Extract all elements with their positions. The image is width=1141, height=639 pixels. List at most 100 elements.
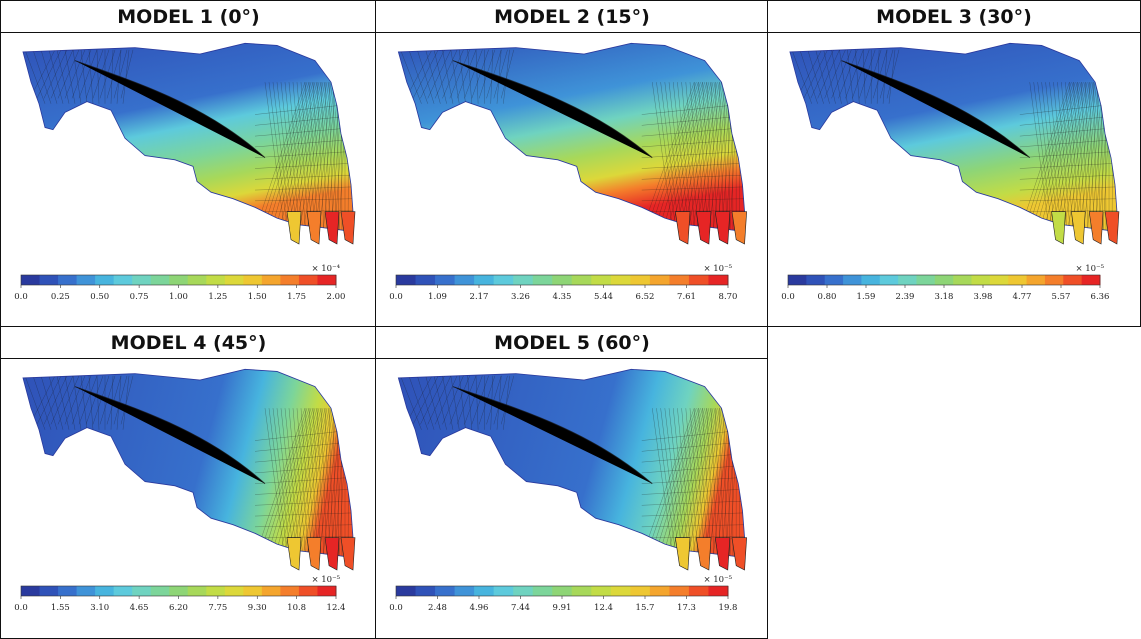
teeth-crowns bbox=[286, 211, 356, 245]
scale-tick-label: 7.61 bbox=[677, 292, 696, 302]
scale-tick-label: 1.00 bbox=[169, 292, 188, 302]
scale-swatch bbox=[21, 586, 41, 596]
bone-surface bbox=[22, 368, 354, 558]
panel-title: MODEL 4 (45°) bbox=[1, 327, 376, 359]
empty-cell bbox=[767, 326, 1141, 639]
panel-figure: 0.0 2.48 4.96 7.44 9.91 12.4 15.7 17.3 19.8 × 10⁻… bbox=[376, 359, 768, 638]
tooth-crown bbox=[306, 537, 322, 571]
scale-swatch bbox=[989, 275, 1009, 285]
scale-tick-label: 4.65 bbox=[130, 603, 149, 613]
tooth-crown bbox=[324, 211, 340, 245]
scale-tick-label: 6.52 bbox=[636, 292, 655, 302]
contour-figure: 0.0 1.09 2.17 3.26 4.35 5.44 6.52 7.61 8.70 × 10⁻… bbox=[389, 42, 747, 302]
tooth-crown bbox=[731, 537, 747, 571]
scale-swatch bbox=[532, 586, 553, 596]
tooth-crown bbox=[695, 537, 712, 571]
scale-swatch bbox=[649, 275, 670, 285]
scale-swatch bbox=[843, 275, 862, 285]
bone-model bbox=[397, 368, 747, 571]
tooth-crown bbox=[731, 211, 747, 245]
scale-tick-label: 1.59 bbox=[857, 292, 876, 302]
scale-tick-label: 9.30 bbox=[248, 603, 267, 613]
scale-multiplier: × 10⁻⁴ bbox=[311, 264, 340, 274]
bone-surface bbox=[789, 42, 1118, 232]
tooth-crown bbox=[324, 537, 340, 571]
scale-swatch bbox=[454, 586, 475, 596]
scale-swatch bbox=[415, 275, 436, 285]
panel-model-1: MODEL 1 (0°) 0.0 0.25 0.50 0.75 1.00 1.25 1.50… bbox=[0, 0, 377, 328]
panel-title: MODEL 1 (0°) bbox=[1, 1, 376, 33]
teeth-crowns bbox=[1051, 211, 1120, 245]
scale-swatch bbox=[187, 586, 207, 596]
scale-swatch bbox=[788, 275, 807, 285]
scale-tick-label: 6.20 bbox=[169, 603, 188, 613]
scale-swatch bbox=[76, 586, 96, 596]
scale-swatch bbox=[113, 586, 133, 596]
contour-figure: 0.0 2.48 4.96 7.44 9.91 12.4 15.7 17.3 19.8 × 10⁻… bbox=[389, 368, 747, 613]
color-scale-bar: 0.0 0.80 1.59 2.39 3.18 3.98 4.77 5.57 6.36 × 10⁻… bbox=[781, 264, 1109, 302]
tooth-crown bbox=[674, 537, 691, 571]
scale-tick-label: 6.36 bbox=[1091, 292, 1110, 302]
scale-tick-label: 1.75 bbox=[287, 292, 306, 302]
scale-tick-label: 7.75 bbox=[208, 603, 227, 613]
scale-tick-label: 1.25 bbox=[208, 292, 227, 302]
tooth-crown bbox=[340, 211, 356, 245]
tooth-crown bbox=[1104, 211, 1120, 245]
contour-figure: 0.0 0.80 1.59 2.39 3.18 3.98 4.77 5.57 6.36 × 10⁻… bbox=[781, 42, 1120, 302]
scale-tick-label: 12.4 bbox=[594, 603, 613, 613]
scale-swatch bbox=[708, 586, 729, 596]
scale-swatch bbox=[591, 586, 612, 596]
scale-swatch bbox=[971, 275, 991, 285]
scale-swatch bbox=[1063, 275, 1083, 285]
scale-swatch bbox=[610, 586, 631, 596]
scale-multiplier: × 10⁻⁵ bbox=[1075, 264, 1104, 274]
panel-title: MODEL 5 (60°) bbox=[376, 327, 768, 359]
scale-tick-label: 17.3 bbox=[677, 603, 696, 613]
color-scale-bar: 0.0 1.09 2.17 3.26 4.35 5.44 6.52 7.61 8.70 × 10⁻… bbox=[389, 264, 737, 302]
scale-tick-label: 19.8 bbox=[719, 603, 738, 613]
scale-swatch bbox=[261, 275, 281, 285]
scale-swatch bbox=[113, 275, 133, 285]
teeth-crowns bbox=[286, 537, 356, 571]
scale-swatch bbox=[1008, 275, 1028, 285]
scale-swatch bbox=[532, 275, 553, 285]
scale-swatch bbox=[610, 275, 631, 285]
scale-tick-label: 1.55 bbox=[51, 603, 70, 613]
scale-tick-label: 0.75 bbox=[130, 292, 149, 302]
panel-figure: 0.0 0.80 1.59 2.39 3.18 3.98 4.77 5.57 6.36 × 10⁻… bbox=[768, 33, 1140, 327]
scale-tick-label: 0.0 bbox=[14, 292, 28, 302]
scale-swatch bbox=[1044, 275, 1064, 285]
scale-swatch bbox=[630, 275, 651, 285]
scale-swatch bbox=[669, 586, 690, 596]
scale-swatch bbox=[630, 586, 651, 596]
scale-swatch bbox=[708, 275, 729, 285]
scale-swatch bbox=[1026, 275, 1046, 285]
panel-figure: 0.0 1.09 2.17 3.26 4.35 5.44 6.52 7.61 8.70 × 10⁻… bbox=[376, 33, 768, 327]
scale-tick-label: 4.35 bbox=[553, 292, 572, 302]
panel-figure: 0.0 0.25 0.50 0.75 1.00 1.25 1.50 1.75 2.00 × 10⁻… bbox=[1, 33, 376, 327]
scale-tick-label: 2.17 bbox=[470, 292, 489, 302]
scale-tick-label: 0.80 bbox=[818, 292, 837, 302]
scale-swatch bbox=[280, 275, 300, 285]
bone-surface bbox=[397, 368, 745, 558]
scale-swatch bbox=[150, 586, 170, 596]
scale-swatch bbox=[243, 586, 263, 596]
scale-swatch bbox=[58, 275, 78, 285]
scale-swatch bbox=[898, 275, 917, 285]
bone-surface bbox=[22, 42, 354, 232]
scale-swatch bbox=[396, 586, 417, 596]
scale-swatch bbox=[206, 586, 226, 596]
scale-swatch bbox=[474, 586, 495, 596]
scale-swatch bbox=[298, 586, 318, 596]
scale-swatch bbox=[132, 275, 152, 285]
color-scale-bar: 0.0 0.25 0.50 0.75 1.00 1.25 1.50 1.75 2.00 × 10⁻… bbox=[14, 264, 345, 302]
bone-surface bbox=[397, 42, 745, 232]
scale-swatch bbox=[688, 275, 709, 285]
scale-tick-label: 0.25 bbox=[51, 292, 70, 302]
tooth-crown bbox=[674, 211, 691, 245]
mesh-overlay bbox=[24, 375, 353, 558]
scale-swatch bbox=[591, 275, 612, 285]
scale-swatch bbox=[243, 275, 263, 285]
scale-tick-label: 3.18 bbox=[935, 292, 954, 302]
scale-swatch bbox=[224, 586, 244, 596]
